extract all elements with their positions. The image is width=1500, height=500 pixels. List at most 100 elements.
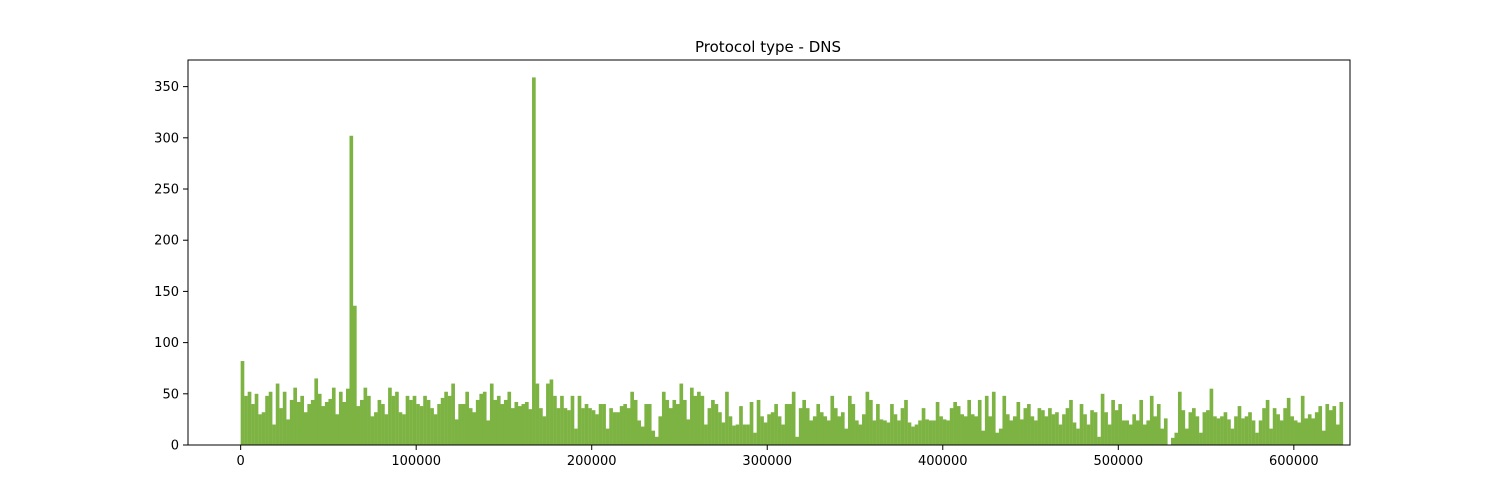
histogram-bar bbox=[785, 404, 789, 445]
histogram-bar bbox=[504, 400, 508, 445]
histogram-bar bbox=[799, 408, 803, 445]
histogram-bar bbox=[644, 404, 648, 445]
histogram-bar bbox=[932, 420, 936, 445]
histogram-bar bbox=[1066, 408, 1070, 445]
histogram-bar bbox=[981, 431, 985, 445]
histogram-bar bbox=[525, 402, 529, 445]
histogram-bar bbox=[462, 404, 466, 445]
histogram-bar bbox=[771, 412, 775, 445]
histogram-bar bbox=[1262, 408, 1266, 445]
histogram-bar bbox=[409, 400, 413, 445]
histogram-bar bbox=[609, 408, 613, 445]
histogram-bar bbox=[371, 416, 375, 445]
histogram-bar bbox=[241, 361, 245, 445]
histogram-bar bbox=[1153, 416, 1157, 445]
histogram-bar bbox=[929, 420, 933, 445]
histogram-bar bbox=[1297, 422, 1301, 445]
histogram-bar bbox=[883, 420, 887, 445]
histogram-bar bbox=[627, 408, 631, 445]
histogram-bar bbox=[297, 402, 301, 445]
histogram-bar bbox=[423, 396, 427, 445]
histogram-bar bbox=[708, 408, 712, 445]
x-tick-label: 400000 bbox=[918, 454, 968, 469]
histogram-bar bbox=[957, 406, 961, 445]
histogram-bar bbox=[248, 392, 252, 445]
histogram-bar bbox=[890, 404, 894, 445]
histogram-bar bbox=[760, 416, 764, 445]
histogram-bar bbox=[265, 396, 269, 445]
histogram-bar bbox=[1241, 418, 1245, 445]
histogram-bar bbox=[339, 392, 343, 445]
histogram-bar bbox=[500, 404, 504, 445]
histogram-bar bbox=[451, 384, 455, 445]
histogram-bar bbox=[1181, 410, 1185, 445]
histogram-bar bbox=[704, 425, 708, 445]
histogram-bar bbox=[869, 400, 873, 445]
histogram-bar bbox=[606, 429, 610, 445]
histogram-bar bbox=[837, 416, 841, 445]
histogram-bar bbox=[1031, 416, 1035, 445]
y-tick-label: 150 bbox=[154, 285, 179, 300]
histogram-bar bbox=[1024, 408, 1028, 445]
histogram-bar bbox=[290, 400, 294, 445]
x-axis: 0 100000 200000 300000 400000 500000 600000 bbox=[237, 445, 1319, 469]
histogram-bar bbox=[349, 136, 353, 445]
y-tick-label: 50 bbox=[162, 387, 179, 402]
histogram-bar bbox=[630, 392, 634, 445]
histogram-bar bbox=[1139, 400, 1143, 445]
histogram-bar bbox=[518, 406, 522, 445]
histogram-bar bbox=[325, 402, 329, 445]
histogram-bar bbox=[662, 392, 666, 445]
histogram-bar bbox=[1322, 431, 1326, 445]
histogram-bar bbox=[925, 419, 929, 445]
histogram-bar bbox=[1315, 412, 1319, 445]
histogram-bar bbox=[476, 400, 480, 445]
histogram-bar bbox=[1104, 412, 1108, 445]
y-tick-label: 100 bbox=[154, 336, 179, 351]
histogram-bar bbox=[690, 388, 694, 445]
histogram-bar bbox=[988, 416, 992, 445]
histogram-bar bbox=[830, 396, 834, 445]
histogram-bar bbox=[802, 400, 806, 445]
histogram-bar bbox=[873, 420, 877, 445]
histogram-bar bbox=[276, 384, 280, 445]
histogram-bar bbox=[1290, 416, 1294, 445]
histogram-bar bbox=[1259, 420, 1263, 445]
y-tick-label: 350 bbox=[154, 80, 179, 95]
histogram-bar bbox=[465, 392, 469, 445]
histogram-bar bbox=[1111, 400, 1115, 445]
histogram-bar bbox=[578, 396, 582, 445]
histogram-bar bbox=[1160, 429, 1164, 445]
histogram-bar bbox=[311, 400, 315, 445]
histogram-bar bbox=[567, 410, 571, 445]
histogram-bar bbox=[634, 400, 638, 445]
histogram-bar bbox=[1217, 418, 1221, 445]
histogram-bar bbox=[1329, 410, 1333, 445]
histogram-bar bbox=[1206, 410, 1210, 445]
histogram-bar bbox=[543, 416, 547, 445]
histogram-bar bbox=[732, 426, 736, 445]
histogram-bar bbox=[1048, 408, 1052, 445]
histogram-bar bbox=[767, 414, 771, 445]
histogram-bar bbox=[420, 406, 424, 445]
histogram-bar bbox=[392, 396, 396, 445]
histogram-bar bbox=[852, 404, 856, 445]
histogram-bar bbox=[1210, 389, 1214, 445]
x-tick-label: 500000 bbox=[1093, 454, 1143, 469]
histogram-bar bbox=[458, 404, 462, 445]
histogram-bar bbox=[332, 388, 336, 445]
histogram-bar bbox=[1076, 429, 1080, 445]
histogram-bar bbox=[792, 392, 796, 445]
histogram-bar bbox=[1325, 404, 1329, 445]
histogram-bar bbox=[806, 408, 810, 445]
histogram-bar bbox=[620, 406, 624, 445]
histogram-bar bbox=[1171, 438, 1175, 445]
histogram-bar bbox=[978, 400, 982, 445]
histogram-bar bbox=[1087, 425, 1091, 445]
histogram-bar bbox=[679, 384, 683, 445]
histogram-bar bbox=[1224, 412, 1228, 445]
histogram-bar bbox=[532, 77, 536, 445]
x-tick-label: 100000 bbox=[391, 454, 441, 469]
x-tick-label: 0 bbox=[237, 454, 245, 469]
histogram-bar bbox=[1339, 402, 1343, 445]
